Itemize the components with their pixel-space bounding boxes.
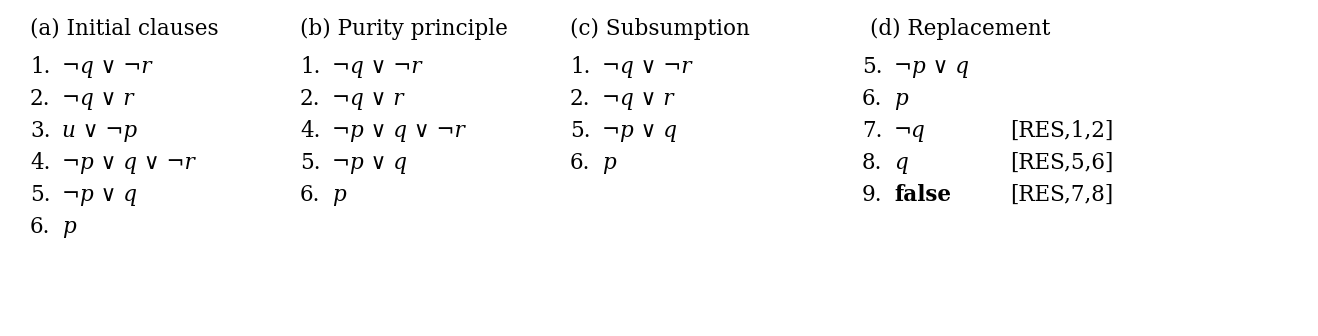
Text: ¬p ∨ q: ¬p ∨ q <box>894 56 969 78</box>
Text: ¬p ∨ q: ¬p ∨ q <box>602 120 677 142</box>
Text: 6.: 6. <box>569 152 590 174</box>
Text: ¬q ∨ r: ¬q ∨ r <box>62 88 133 110</box>
Text: [RES,5,6]: [RES,5,6] <box>1010 152 1114 174</box>
Text: ¬q ∨ ¬r: ¬q ∨ ¬r <box>602 56 692 78</box>
Text: 2.: 2. <box>569 88 590 110</box>
Text: ¬q ∨ ¬r: ¬q ∨ ¬r <box>332 56 422 78</box>
Text: 4.: 4. <box>301 120 320 142</box>
Text: 4.: 4. <box>30 152 50 174</box>
Text: (d) Replacement: (d) Replacement <box>870 18 1050 40</box>
Text: p: p <box>62 216 75 238</box>
Text: p: p <box>332 184 345 206</box>
Text: ¬q ∨ ¬r: ¬q ∨ ¬r <box>62 56 152 78</box>
Text: (a) Initial clauses: (a) Initial clauses <box>30 18 219 40</box>
Text: false: false <box>894 184 952 206</box>
Text: 1.: 1. <box>301 56 320 78</box>
Text: ¬p ∨ q: ¬p ∨ q <box>332 152 407 174</box>
Text: 1.: 1. <box>30 56 50 78</box>
Text: [RES,7,8]: [RES,7,8] <box>1010 184 1114 206</box>
Text: ¬p ∨ q ∨ ¬r: ¬p ∨ q ∨ ¬r <box>332 120 465 142</box>
Text: 5.: 5. <box>862 56 883 78</box>
Text: [RES,1,2]: [RES,1,2] <box>1010 120 1114 142</box>
Text: 7.: 7. <box>862 120 882 142</box>
Text: ¬q: ¬q <box>894 120 925 142</box>
Text: 8.: 8. <box>862 152 882 174</box>
Text: 6.: 6. <box>301 184 320 206</box>
Text: ¬p ∨ q ∨ ¬r: ¬p ∨ q ∨ ¬r <box>62 152 195 174</box>
Text: (c) Subsumption: (c) Subsumption <box>569 18 750 40</box>
Text: ¬q ∨ r: ¬q ∨ r <box>602 88 673 110</box>
Text: 2.: 2. <box>30 88 50 110</box>
Text: (b) Purity principle: (b) Purity principle <box>301 18 507 40</box>
Text: ¬p ∨ q: ¬p ∨ q <box>62 184 137 206</box>
Text: 5.: 5. <box>301 152 320 174</box>
Text: 1.: 1. <box>569 56 590 78</box>
Text: 3.: 3. <box>30 120 50 142</box>
Text: 9.: 9. <box>862 184 883 206</box>
Text: u ∨ ¬p: u ∨ ¬p <box>62 120 137 142</box>
Text: 5.: 5. <box>30 184 50 206</box>
Text: p: p <box>894 88 908 110</box>
Text: 6.: 6. <box>30 216 50 238</box>
Text: q: q <box>894 152 908 174</box>
Text: 5.: 5. <box>569 120 590 142</box>
Text: p: p <box>602 152 616 174</box>
Text: ¬q ∨ r: ¬q ∨ r <box>332 88 403 110</box>
Text: 6.: 6. <box>862 88 882 110</box>
Text: 2.: 2. <box>301 88 320 110</box>
